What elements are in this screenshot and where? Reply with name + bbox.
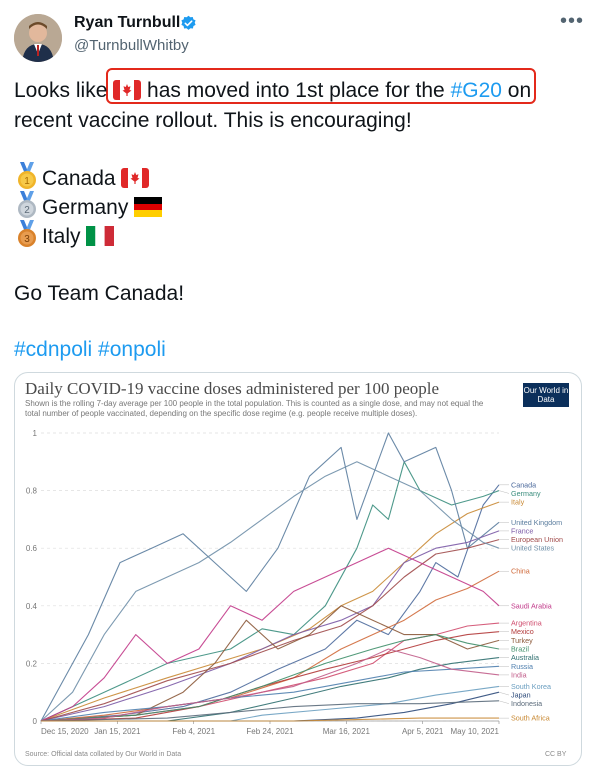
tweet-line-1: Looks like has moved into 1st place for …: [14, 76, 531, 106]
x-tick-label: Feb 4, 2021: [172, 727, 215, 736]
ranking-item: 1 Canada: [14, 162, 150, 194]
y-tick-label: 0.6: [26, 544, 38, 553]
ranking-country: Germany: [42, 196, 129, 219]
medal-rank: 1: [24, 176, 30, 187]
series-label: Argentina: [511, 619, 542, 628]
chart-subtitle: Shown is the rolling 7-day average per 1…: [25, 399, 484, 418]
series-line: [40, 634, 500, 722]
series-label: Russia: [511, 662, 533, 671]
bronze-medal-icon: 3: [18, 220, 36, 247]
series-line: [40, 530, 500, 722]
verified-badge-icon: [181, 15, 196, 30]
series-label: European Union: [511, 535, 563, 544]
series-label: United States: [511, 544, 555, 553]
silver-medal-icon: 2: [18, 191, 36, 218]
author-name[interactable]: Ryan Turnbull: [74, 14, 181, 31]
y-tick-label: 0.4: [26, 602, 38, 611]
chart-license: CC BY: [545, 751, 567, 758]
series-label: Australia: [511, 653, 539, 662]
series-label: South Korea: [511, 682, 551, 691]
tweet-line-2: recent vaccine rollout. This is encourag…: [14, 109, 412, 132]
ranking-country: Canada: [42, 167, 116, 190]
germany-flag-icon: [134, 197, 163, 217]
series-label: Brazil: [511, 645, 529, 654]
tweet-closing: Go Team Canada!: [14, 282, 185, 305]
profile-photo-icon: [14, 14, 62, 62]
x-tick-label: Jan 15, 2021: [94, 727, 141, 736]
medal-rank: 2: [24, 205, 30, 216]
chart-title: Daily COVID-19 vaccine doses administere…: [25, 379, 440, 398]
italy-flag-icon: [86, 226, 115, 246]
series-label: Indonesia: [511, 699, 542, 708]
series-label: Canada: [511, 480, 536, 489]
series-line: [40, 648, 500, 722]
x-tick-label: May 10, 2021: [451, 727, 500, 736]
ranking-item: 3 Italy: [14, 220, 115, 252]
y-tick-label: 0: [33, 717, 38, 726]
line-chart: 0 0.2 0.4 0.6 0.8 1 Dec 15, 2020 Jan 15, 2021 Fe…: [26, 429, 563, 736]
label-connector: [498, 691, 510, 696]
series-label: Turkey: [511, 636, 533, 645]
more-options-icon[interactable]: •••: [560, 10, 585, 32]
series-label: South Africa: [511, 714, 550, 723]
series-line: [40, 539, 500, 722]
x-tick-label: Apr 5, 2021: [402, 727, 444, 736]
series-line: [40, 570, 500, 722]
canada-flag-icon: [113, 80, 142, 100]
series-line: [40, 461, 500, 722]
series-line: [40, 501, 500, 722]
tweet-text: Looks like: [14, 79, 114, 102]
x-tick-label: Feb 24, 2021: [246, 727, 294, 736]
label-connector: [498, 700, 510, 704]
series-line: [40, 631, 500, 722]
x-tick-label: Mar 16, 2021: [323, 727, 371, 736]
tweet-text: has moved into 1st place for the: [141, 79, 451, 102]
canada-flag-icon: [121, 168, 150, 188]
y-tick-label: 0.2: [26, 659, 38, 668]
y-tick-label: 0.8: [26, 487, 38, 496]
series-label: Germany: [511, 489, 541, 498]
gold-medal-icon: 1: [18, 162, 36, 189]
series-line: [40, 700, 500, 722]
series-label: France: [511, 526, 533, 535]
author-handle[interactable]: @TurnbullWhitby: [74, 37, 189, 54]
series-line: [40, 547, 500, 722]
series-line: [40, 665, 500, 722]
ranking-country: Italy: [42, 225, 81, 248]
series-label: Italy: [511, 498, 525, 507]
highlight-annotation: [106, 68, 536, 104]
hashtag-link[interactable]: #G20: [450, 79, 502, 102]
series-line: [40, 461, 500, 722]
owid-logo: Our World in Data: [523, 383, 569, 407]
series-label: Mexico: [511, 627, 534, 636]
hashtag-links[interactable]: #cdnpoli #onpoli: [14, 338, 166, 361]
series-line: [40, 432, 500, 722]
ranking-item: 2 Germany: [14, 191, 163, 223]
chart-image[interactable]: Daily COVID-19 vaccine doses administere…: [14, 372, 582, 766]
chart-source: Source: Official data collated by Our Wo…: [25, 751, 182, 758]
series-line: [41, 717, 499, 722]
series-label: China: [511, 567, 530, 576]
series-line: [40, 622, 500, 722]
x-tick-label: Dec 15, 2020: [41, 727, 89, 736]
y-tick-label: 1: [33, 429, 38, 438]
series-label: India: [511, 670, 527, 679]
avatar[interactable]: [14, 14, 62, 62]
label-connector: [498, 490, 510, 494]
tweet-text: on: [501, 79, 532, 102]
series-label: United Kingdom: [511, 518, 562, 527]
series-line: [40, 484, 500, 722]
series-label: Japan: [511, 691, 531, 700]
series-label: Saudi Arabia: [511, 601, 552, 610]
medal-rank: 3: [24, 234, 30, 245]
